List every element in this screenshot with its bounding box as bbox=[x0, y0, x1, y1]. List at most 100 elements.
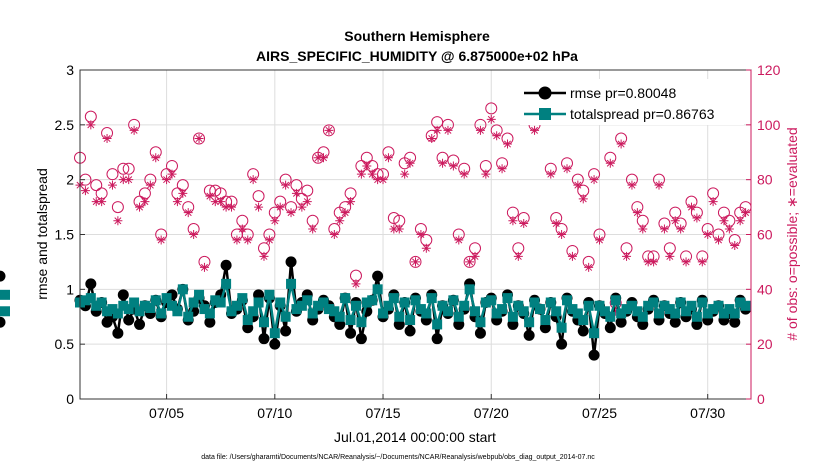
totalspread-point bbox=[85, 293, 96, 304]
obs-evaluated-point bbox=[692, 213, 702, 223]
rmse-point bbox=[729, 316, 741, 328]
obs-evaluated-point bbox=[492, 131, 502, 141]
obs-evaluated-point bbox=[508, 216, 518, 226]
totalspread-point bbox=[237, 293, 248, 304]
obs-evaluated-point bbox=[210, 197, 220, 207]
obs-evaluated-point bbox=[730, 240, 740, 250]
obs-evaluated-point bbox=[362, 161, 372, 171]
totalspread-point bbox=[112, 308, 123, 319]
totalspread-point bbox=[686, 300, 697, 311]
obs-evaluated-point bbox=[519, 219, 529, 229]
totalspread-point bbox=[102, 306, 113, 317]
rmse-point bbox=[204, 316, 216, 328]
totalspread-point bbox=[0, 306, 10, 317]
obs-evaluated-point bbox=[383, 153, 393, 163]
totalspread-point bbox=[183, 311, 194, 322]
totalspread-point bbox=[215, 297, 226, 308]
totalspread-point bbox=[129, 297, 140, 308]
totalspread-point bbox=[323, 304, 334, 315]
totalspread-point bbox=[302, 295, 313, 306]
totalspread-point bbox=[621, 304, 632, 315]
obs-possible-point bbox=[106, 168, 119, 181]
obs-evaluated-point bbox=[107, 180, 117, 190]
totalspread-point bbox=[313, 300, 324, 311]
obs-evaluated-point bbox=[194, 134, 204, 144]
x-axis-label: Jul.01,2014 00:00:00 start bbox=[334, 429, 496, 445]
y2-axis-label: # of obs: o=possible; ∗=evaluated bbox=[784, 127, 800, 340]
totalspread-point bbox=[437, 300, 448, 311]
obs-evaluated-point bbox=[703, 230, 713, 239]
legend-rmse-label: rmse pr=0.80048 bbox=[570, 85, 676, 101]
obs-evaluated-point bbox=[102, 134, 112, 144]
totalspread-point bbox=[166, 300, 177, 311]
obs-evaluated-point bbox=[470, 251, 480, 261]
totalspread-point bbox=[518, 306, 529, 317]
obs-evaluated-point bbox=[594, 235, 604, 245]
rmse-point bbox=[285, 256, 297, 268]
obs-evaluated-point bbox=[156, 235, 166, 245]
totalspread-point bbox=[145, 302, 156, 313]
totalspread-point bbox=[572, 308, 583, 319]
obs-evaluated-point bbox=[151, 153, 161, 163]
obs-evaluated-point bbox=[162, 175, 172, 185]
totalspread-point bbox=[610, 295, 621, 306]
totalspread-point bbox=[691, 311, 702, 322]
totalspread-point bbox=[0, 289, 10, 300]
rmse-point bbox=[269, 338, 281, 350]
rmse-point bbox=[85, 278, 97, 290]
totalspread-point bbox=[459, 300, 470, 311]
obs-possible-point bbox=[322, 124, 335, 137]
obs-evaluated-point bbox=[416, 230, 426, 239]
obs-evaluated-point bbox=[530, 125, 540, 135]
y2-tick-label: 100 bbox=[757, 117, 781, 133]
obs-evaluated-point bbox=[135, 202, 145, 212]
obs-evaluated-point bbox=[627, 180, 637, 190]
obs-evaluated-point bbox=[205, 191, 215, 201]
totalspread-point bbox=[253, 297, 264, 308]
totalspread-point bbox=[632, 306, 643, 317]
obs-evaluated-point bbox=[573, 180, 583, 190]
obs-evaluated-point bbox=[589, 175, 599, 185]
totalspread-point bbox=[242, 315, 253, 326]
obs-evaluated-point bbox=[697, 257, 707, 267]
totalspread-point bbox=[80, 295, 91, 306]
totalspread-point bbox=[605, 311, 616, 322]
totalspread-point bbox=[356, 317, 367, 328]
rmse-point bbox=[604, 322, 616, 334]
obs-evaluated-point bbox=[513, 251, 523, 261]
totalspread-point bbox=[204, 308, 215, 319]
y-axis-label: rmse and totalspread bbox=[34, 168, 50, 300]
totalspread-point bbox=[329, 306, 340, 317]
obs-evaluated-point bbox=[546, 169, 556, 179]
totalspread-point bbox=[372, 284, 383, 295]
obs-evaluated-point bbox=[686, 202, 696, 212]
obs-evaluated-point bbox=[227, 202, 237, 212]
totalspread-point bbox=[681, 306, 692, 317]
totalspread-point bbox=[664, 304, 675, 315]
obs-evaluated-point bbox=[80, 186, 90, 196]
obs-evaluated-point bbox=[438, 158, 448, 168]
legend-box bbox=[520, 79, 744, 125]
obs-evaluated-point bbox=[567, 251, 577, 261]
obs-evaluated-point bbox=[649, 257, 659, 267]
obs-evaluated-point bbox=[172, 197, 182, 207]
obs-evaluated-point bbox=[432, 125, 442, 135]
totalspread-point bbox=[426, 293, 437, 304]
rmse-point bbox=[134, 318, 146, 330]
obs-evaluated-point bbox=[373, 175, 383, 185]
obs-possible-point bbox=[111, 201, 124, 214]
totalspread-point bbox=[107, 304, 118, 315]
totalspread-point bbox=[150, 295, 161, 306]
obs-evaluated-point bbox=[497, 164, 507, 174]
obs-evaluated-point bbox=[632, 208, 642, 218]
totalspread-point bbox=[258, 317, 269, 328]
obs-evaluated-point bbox=[427, 134, 437, 144]
rmse-point bbox=[523, 329, 535, 341]
obs-evaluated-point bbox=[643, 257, 653, 267]
y-tick-label: 1.5 bbox=[55, 227, 75, 243]
obs-possible-point bbox=[387, 212, 400, 225]
totalspread-point bbox=[361, 297, 372, 308]
totalspread-point bbox=[464, 284, 475, 295]
totalspread-point bbox=[675, 297, 686, 308]
totalspread-point bbox=[551, 306, 562, 317]
